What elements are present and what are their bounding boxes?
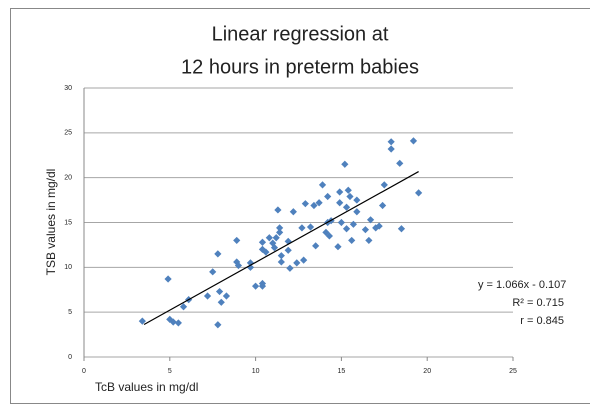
point: [217, 298, 225, 306]
x-tick-label: 15: [338, 368, 346, 375]
point: [214, 321, 222, 329]
point: [164, 275, 172, 283]
point: [334, 243, 342, 251]
y-axis-label: TSB values in mg/dl: [44, 169, 58, 276]
point: [301, 200, 309, 208]
chart-title: 12 hours in preterm babies: [181, 56, 419, 78]
point: [372, 224, 380, 232]
point: [258, 238, 267, 246]
point: [289, 208, 297, 216]
point: [258, 245, 267, 253]
y-tick-label: 10: [64, 264, 72, 271]
y-tick-label: 5: [68, 309, 72, 316]
point: [366, 216, 375, 224]
point: [312, 242, 320, 250]
point: [252, 282, 260, 290]
point: [270, 244, 279, 252]
point: [353, 196, 361, 204]
point: [276, 228, 284, 236]
y-tick-label: 30: [64, 85, 72, 92]
point: [298, 224, 306, 232]
point: [342, 203, 351, 211]
point: [337, 218, 345, 227]
point: [233, 258, 241, 266]
point: [387, 138, 395, 146]
point: [325, 232, 333, 240]
point: [306, 223, 315, 231]
point: [378, 201, 387, 210]
point: [234, 261, 243, 270]
point: [353, 208, 361, 216]
point: [274, 206, 282, 214]
equation: y = 1.066x - 0.107: [478, 279, 566, 291]
point: [415, 189, 423, 197]
x-axis-label: TcB values in mg/dl: [95, 380, 198, 394]
point: [348, 236, 356, 245]
point: [265, 234, 273, 242]
point: [387, 145, 395, 153]
point: [342, 225, 351, 233]
point: [215, 287, 224, 296]
point: [272, 234, 280, 242]
point: [380, 181, 388, 189]
point: [344, 186, 352, 194]
trendline: [143, 171, 419, 326]
x-tick-label: 25: [509, 368, 517, 375]
point: [341, 160, 349, 168]
point: [209, 268, 217, 276]
point: [409, 137, 418, 145]
point: [336, 199, 344, 207]
r-value: r = 0.845: [520, 315, 564, 327]
point: [349, 220, 358, 228]
y-tick-label: 25: [64, 130, 72, 137]
point: [277, 258, 285, 266]
point: [397, 225, 406, 233]
y-tick-label: 15: [64, 219, 72, 226]
point: [246, 259, 255, 267]
y-tick-label: 20: [64, 175, 72, 182]
point: [233, 236, 241, 245]
r-squared: R² = 0.715: [512, 297, 564, 309]
point: [286, 264, 294, 272]
point: [203, 292, 212, 300]
point: [276, 224, 284, 232]
x-tick-label: 5: [168, 368, 172, 375]
point: [214, 250, 222, 258]
point: [324, 192, 332, 201]
point: [315, 199, 323, 207]
x-tick-label: 0: [82, 368, 86, 375]
point: [258, 282, 267, 290]
point: [361, 226, 370, 234]
point: [300, 256, 308, 264]
point: [222, 292, 231, 300]
point: [284, 246, 292, 254]
point: [138, 317, 146, 325]
point: [396, 159, 404, 167]
point: [336, 188, 344, 196]
point: [375, 222, 383, 230]
point: [365, 236, 373, 245]
point: [262, 248, 270, 256]
point: [166, 315, 174, 323]
chart-frame: [10, 8, 590, 404]
point: [174, 319, 182, 327]
point: [293, 259, 301, 267]
point: [310, 201, 318, 210]
x-tick-label: 20: [423, 368, 431, 375]
point: [318, 181, 327, 189]
point: [246, 263, 255, 271]
point: [277, 252, 285, 260]
x-tick-label: 10: [252, 368, 260, 375]
point: [179, 303, 188, 311]
chart-title: Linear regression at: [212, 23, 389, 45]
point: [346, 192, 354, 201]
point: [169, 318, 177, 326]
y-tick-label: 0: [68, 354, 72, 361]
